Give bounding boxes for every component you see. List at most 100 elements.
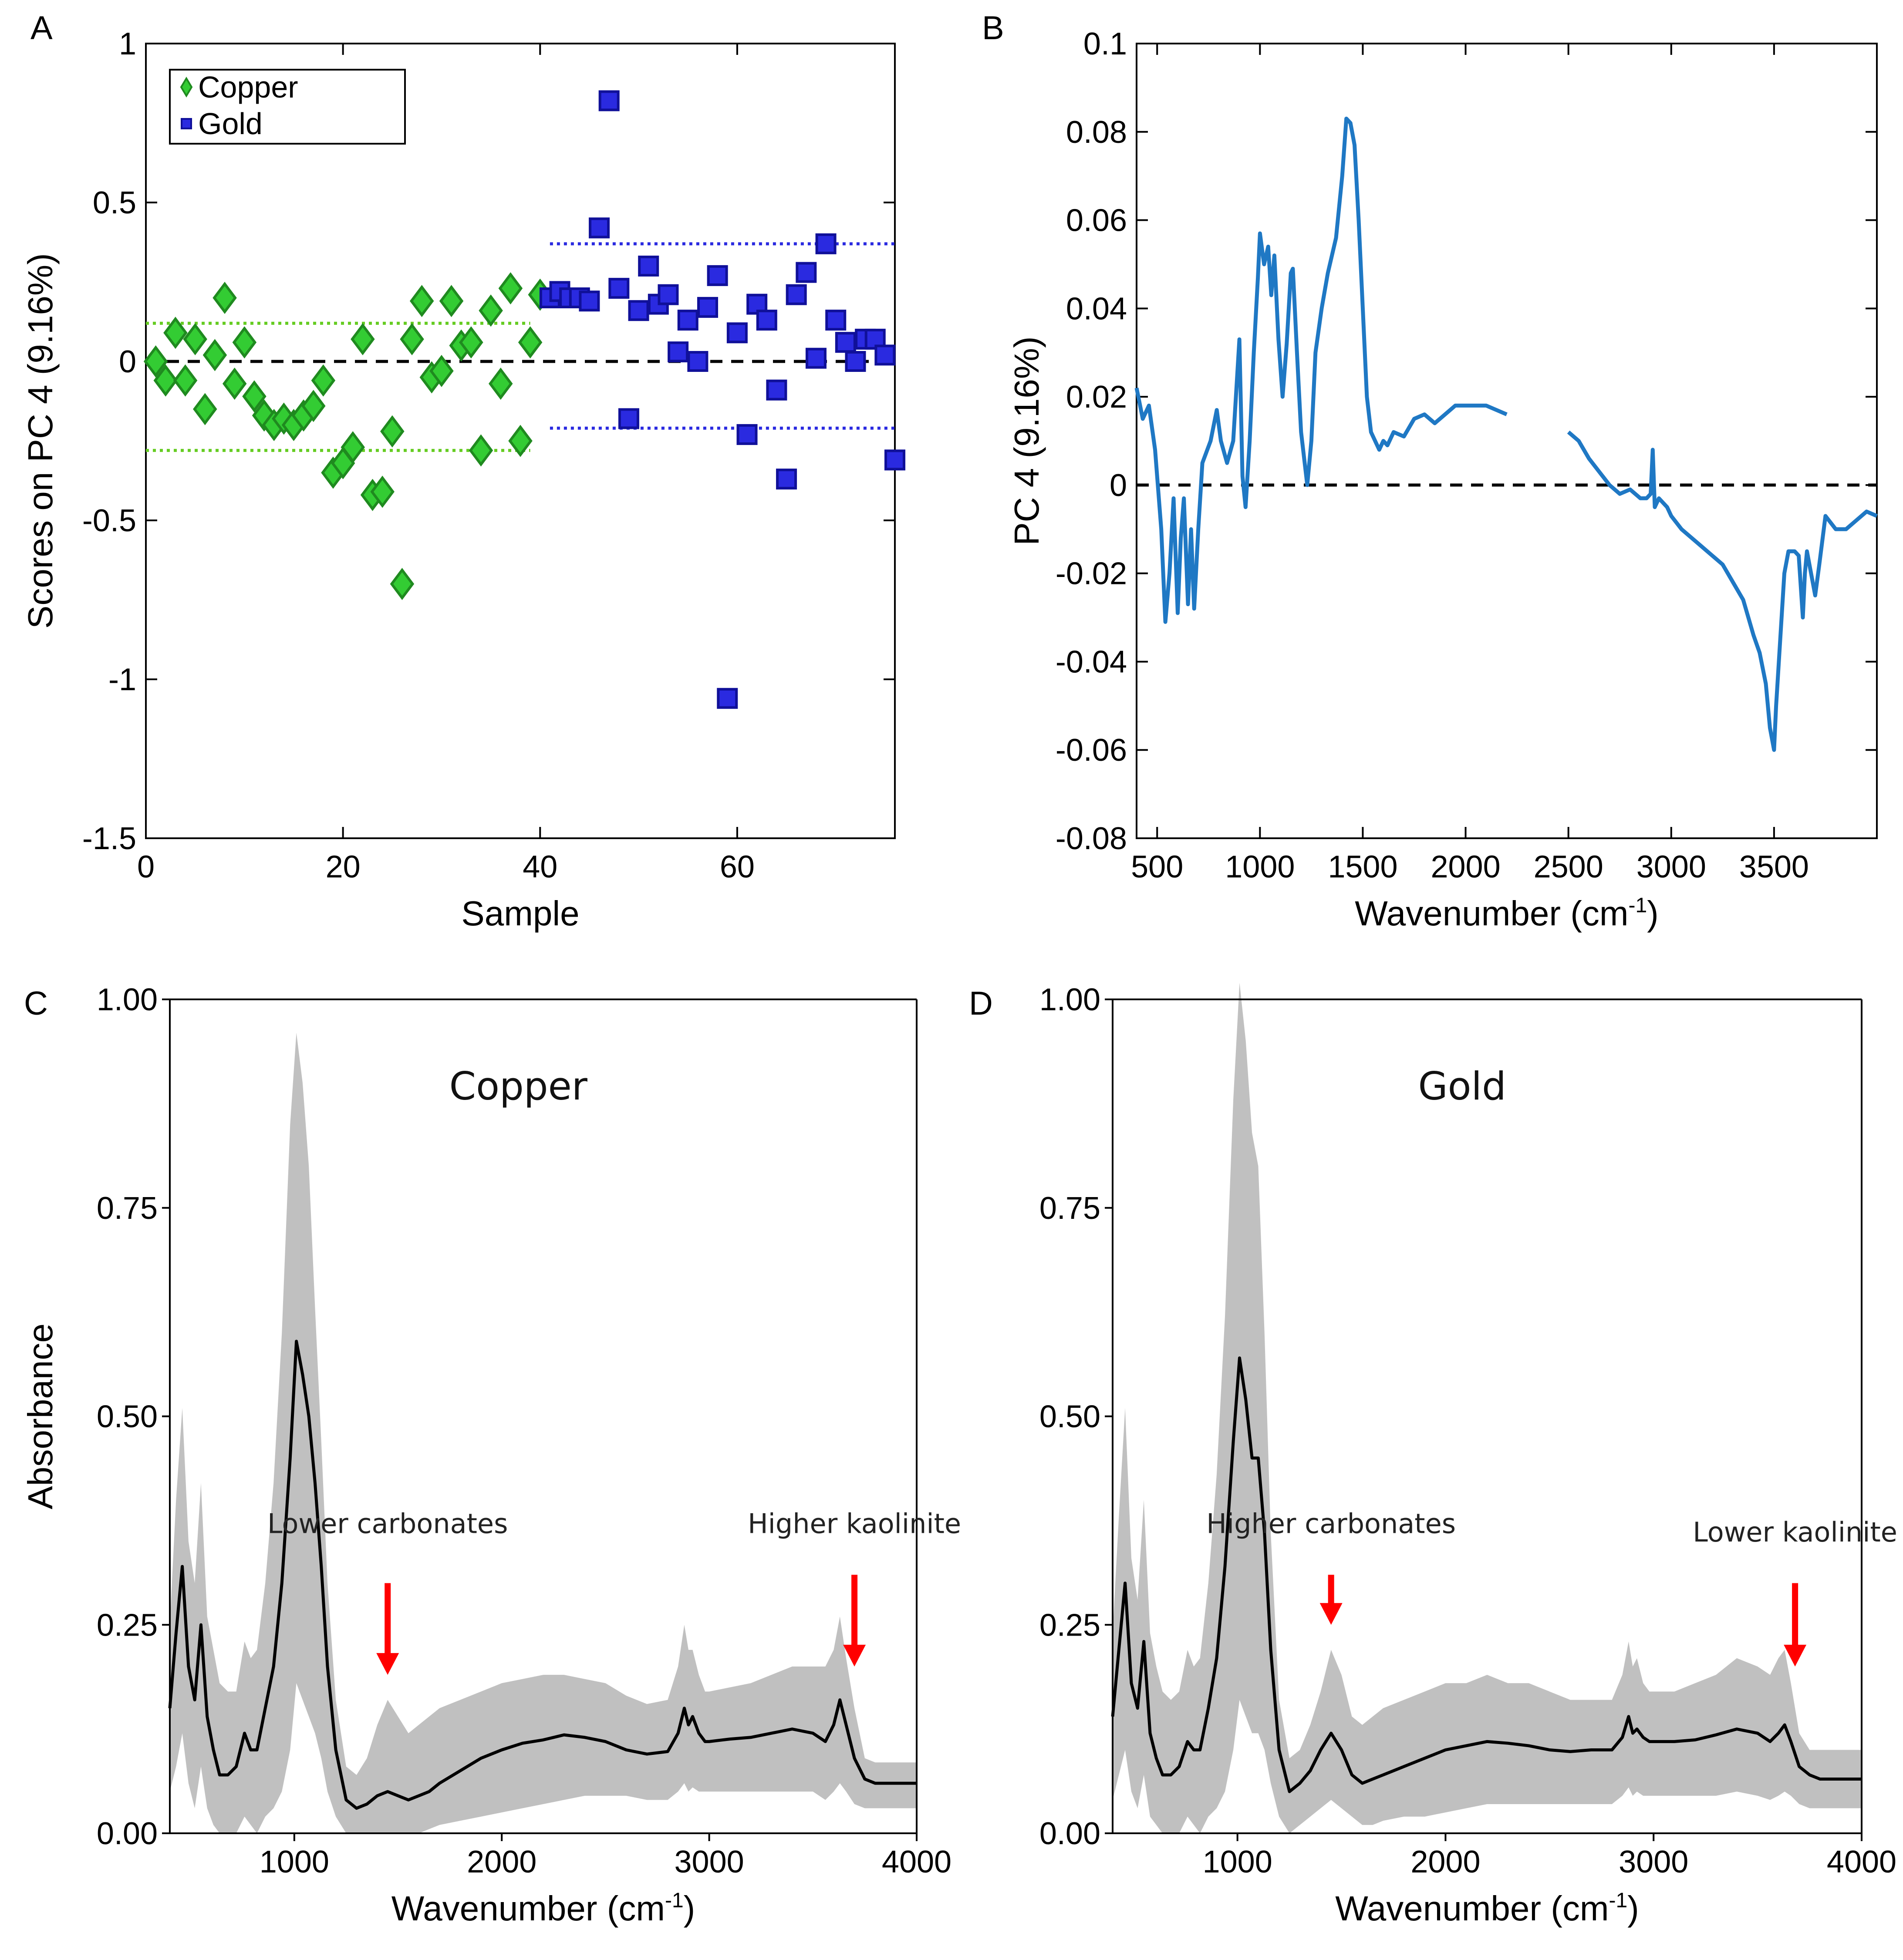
loading-line-segment-1 [1134, 116, 1508, 624]
y-tick-label-a: 1 [119, 27, 136, 61]
y-tick-label-b: -0.04 [1056, 644, 1127, 679]
gold-point [687, 351, 709, 372]
annotation-arrowhead-d-1 [1319, 1603, 1343, 1625]
gold-point [638, 256, 659, 277]
gold-point [579, 290, 600, 312]
y-tick-label-b: 0.1 [1083, 27, 1127, 61]
copper-point [380, 415, 405, 448]
copper-point [459, 326, 483, 359]
y-tick-label-d: 0.75 [1039, 1191, 1100, 1226]
spectrum-title-c: Copper [449, 1064, 588, 1109]
copper-point [400, 323, 424, 355]
y-tick-label-b: 0.04 [1066, 291, 1127, 326]
x-tick-label-d: 1000 [1203, 1845, 1272, 1879]
gold-point [608, 278, 630, 299]
y-tick-label-b: -0.06 [1056, 733, 1127, 768]
gold-point [736, 424, 758, 445]
gold-point [677, 310, 698, 331]
mean-spectrum-d [1111, 1356, 1862, 1793]
y-tick-label-b: 0 [1110, 468, 1127, 503]
copper-point [341, 431, 365, 464]
x-tick-label-b: 2500 [1534, 850, 1603, 884]
gold-point [618, 408, 639, 429]
copper-point [232, 326, 257, 359]
copper-point [409, 285, 434, 317]
y-tick-label-c: 0.25 [97, 1608, 158, 1643]
x-tick-label-a: 0 [137, 850, 155, 884]
x-axis-label-d: Wavenumber (cm-1) [1335, 1889, 1639, 1928]
sd-band-c [170, 1032, 917, 1833]
y-tick-label-a: -1 [108, 662, 136, 697]
copper-point [390, 568, 415, 600]
gold-point [756, 310, 777, 331]
y-tick-label-a: -0.5 [82, 503, 136, 538]
copper-point [429, 354, 454, 387]
loading-line-segment-2 [1567, 430, 1878, 752]
plot-frame-a [145, 43, 896, 839]
copper-point [469, 434, 493, 467]
gold-point [766, 379, 787, 401]
gold-point [835, 332, 856, 353]
x-tick-label-b: 500 [1131, 850, 1183, 884]
y-tick-label-a: -1.5 [82, 821, 136, 856]
panel-c-spectrum: 1.00 0.75 0.50 0.25 0.00 1000 2000 3000 4000 Copp… [21, 982, 961, 1928]
gold-point [845, 351, 866, 372]
panel-label-c: C [24, 985, 48, 1022]
copper-point [153, 364, 178, 397]
gold-point [697, 297, 718, 318]
y-axis-label-c: Absorbance [21, 1323, 60, 1509]
panel-label-a: A [30, 10, 53, 47]
sd-band-d [1113, 982, 1862, 1833]
y-tick-label-c: 1.00 [97, 982, 158, 1017]
gold-point [598, 90, 620, 111]
panel-d-spectrum: 1.00 0.75 0.50 0.25 0.00 1000 2000 3000 4000 Gold… [1039, 982, 1897, 1928]
copper-point [439, 285, 464, 317]
legend-copper-marker [180, 77, 193, 98]
legend-box [169, 69, 406, 145]
annotation-label-c-1: Lower carbonates [267, 1508, 508, 1540]
x-tick-label-d: 4000 [1827, 1845, 1896, 1879]
gold-point [884, 449, 905, 471]
annotation-label-d-2: Lower kaolinite [1693, 1516, 1897, 1548]
panel-label-d: D [969, 985, 993, 1022]
annotation-label-c-2: Higher kaolinite [748, 1508, 961, 1540]
copper-point [488, 368, 513, 400]
x-tick-label-c: 1000 [260, 1845, 329, 1879]
copper-point [183, 323, 207, 355]
annotation-arrowhead-c-2 [843, 1645, 866, 1667]
copper-point [508, 425, 533, 457]
x-tick-label-b: 3500 [1739, 850, 1809, 884]
x-axis-label-b: Wavenumber (cm-1) [1355, 894, 1659, 933]
gold-point [658, 284, 679, 305]
x-tick-label-c: 2000 [467, 1845, 536, 1879]
gold-point [707, 265, 728, 286]
y-tick-label-c: 0.50 [97, 1400, 158, 1434]
y-tick-label-a: 0 [119, 344, 136, 379]
y-tick-label-a: 0.5 [93, 186, 136, 220]
y-axis-label-b: PC 4 (9.16%) [1007, 336, 1046, 545]
gold-point [776, 469, 797, 490]
copper-point [163, 317, 188, 349]
copper-point [351, 323, 375, 355]
legend-copper-label: Copper [198, 70, 298, 104]
x-tick-label-a: 20 [326, 850, 361, 884]
copper-point [193, 393, 217, 425]
x-tick-label-a: 40 [523, 850, 557, 884]
legend-gold-label: Gold [198, 107, 263, 141]
gold-point [825, 310, 847, 331]
copper-point [222, 368, 247, 400]
panel-b-loadings: 0.1 0.08 0.06 0.04 0.02 0 -0.02 -0.04 -0.06 -0.08… [1007, 27, 1878, 933]
gold-point [668, 341, 689, 363]
annotation-arrowhead-c-1 [376, 1653, 399, 1675]
gold-point [717, 688, 738, 709]
copper-point [202, 339, 227, 371]
copper-point [143, 345, 168, 378]
copper-point [370, 476, 395, 508]
y-tick-label-c: 0.75 [97, 1191, 158, 1226]
x-tick-label-d: 2000 [1410, 1845, 1480, 1879]
x-tick-label-b: 2000 [1431, 850, 1500, 884]
y-tick-label-d: 0.25 [1039, 1608, 1100, 1643]
x-tick-label-c: 3000 [675, 1845, 744, 1879]
